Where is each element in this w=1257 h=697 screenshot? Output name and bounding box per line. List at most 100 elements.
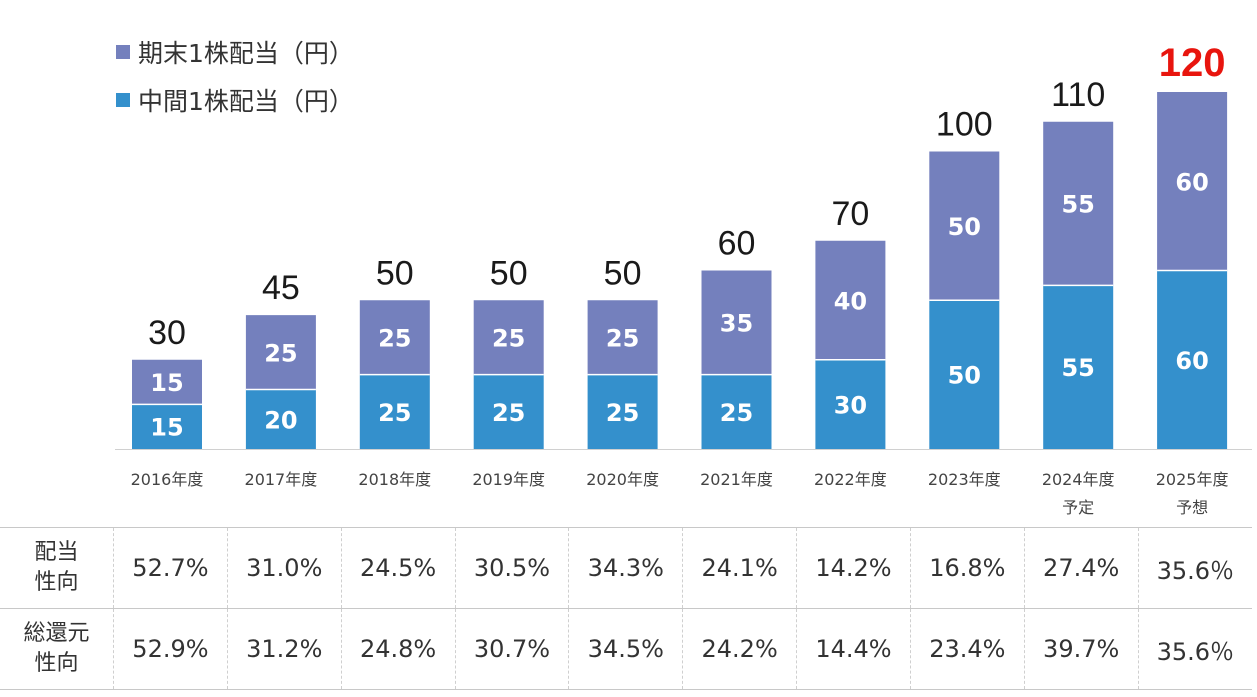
table-cell: 52.9% xyxy=(113,608,228,690)
bar-segment-mid xyxy=(1157,270,1228,449)
table-cell: 31.0% xyxy=(226,527,342,609)
data-label-total: 45 xyxy=(262,269,300,307)
data-label-total: 60 xyxy=(718,225,756,263)
table-cell: 34.5% xyxy=(568,608,683,690)
x-tick-label: 2022年度 xyxy=(794,466,906,494)
data-label-end: 25 xyxy=(378,324,411,352)
table-cell: 39.7% xyxy=(1023,608,1139,690)
data-label-end: 15 xyxy=(150,369,183,397)
table-cell: 30.5% xyxy=(454,527,569,609)
table-cell: 24.5% xyxy=(340,527,456,609)
x-tick-label-line: 2024年度 xyxy=(1041,470,1115,489)
x-tick-label: 2025年度 予想 xyxy=(1136,466,1248,522)
data-label-mid: 25 xyxy=(606,399,639,427)
x-tick-label-line: 2020年度 xyxy=(586,470,659,489)
data-label-total: 100 xyxy=(936,106,993,144)
legend-item-end: 期末1株配当（円） xyxy=(116,34,354,70)
bar-segment-end xyxy=(701,270,772,375)
row-header-payout-ratio: 配当 性向 xyxy=(0,527,114,609)
legend-item-mid: 中間1株配当（円） xyxy=(116,82,354,118)
x-tick-label-line: 2019年度 xyxy=(472,470,546,489)
legend-swatch-mid xyxy=(116,93,130,107)
legend-label-mid: 中間1株配当（円） xyxy=(138,87,354,116)
bar-segment-mid xyxy=(132,404,202,449)
table-cell: 24.1% xyxy=(682,527,797,609)
data-label-total: 120 xyxy=(1159,41,1226,85)
payout-ratio-table: 配当 性向 52.7% 31.0% 24.5% 30.5% 34.3% 24.1… xyxy=(0,527,1252,690)
table-row-payout-ratio: 配当 性向 52.7% 31.0% 24.5% 30.5% 34.3% 24.1… xyxy=(0,527,1252,609)
data-label-total: 70 xyxy=(831,195,869,233)
table-cell: 30.7% xyxy=(454,608,569,690)
data-label-total: 50 xyxy=(376,254,414,292)
x-tick-label-line: 2017年度 xyxy=(244,470,318,489)
x-tick-label-line: 2025年度 xyxy=(1155,470,1229,489)
table-cell: 16.8% xyxy=(909,527,1025,609)
data-label-total: 50 xyxy=(604,254,642,292)
x-tick-label-line: 2018年度 xyxy=(358,470,432,489)
bar-segment-end xyxy=(473,300,544,375)
table-cell: 14.4% xyxy=(796,608,911,690)
x-tick-label-line: 2021年度 xyxy=(700,470,773,489)
table-cell: 24.8% xyxy=(340,608,456,690)
data-label-mid: 25 xyxy=(492,399,525,427)
data-label-end: 40 xyxy=(834,287,867,315)
bar-segment-end xyxy=(929,151,1000,301)
legend-swatch-end xyxy=(116,45,130,59)
data-label-total: 50 xyxy=(490,254,528,292)
table-cell: 24.2% xyxy=(682,608,797,690)
data-label-end: 25 xyxy=(264,339,297,367)
x-tick-label: 2018年度 xyxy=(339,466,451,494)
row-header-total-return-ratio: 総還元 性向 xyxy=(0,608,114,690)
x-tick-label-line: 2016年度 xyxy=(130,470,204,489)
x-tick-label-line: 2022年度 xyxy=(814,470,887,489)
data-label-end: 25 xyxy=(492,324,525,352)
bar-segment-end xyxy=(1043,121,1114,286)
table-cell: 31.2% xyxy=(226,608,342,690)
x-tick-label: 2023年度 xyxy=(908,466,1020,494)
table-cell: 34.3% xyxy=(568,527,683,609)
table-row-total-return-ratio: 総還元 性向 52.9% 31.2% 24.8% 30.7% 34.5% 24.… xyxy=(0,608,1252,690)
x-tick-label: 2024年度 予定 xyxy=(1022,466,1134,522)
x-tick-label: 2019年度 xyxy=(453,466,565,494)
table-cell: 27.4% xyxy=(1023,527,1139,609)
bar-segment-end xyxy=(245,315,316,390)
data-label-end: 25 xyxy=(606,324,639,352)
table-cell: 35.6％ xyxy=(1137,527,1252,609)
bar-segment-end xyxy=(587,300,658,375)
data-label-mid: 25 xyxy=(378,399,411,427)
bar-segment-mid xyxy=(701,374,772,449)
x-tick-label: 2021年度 xyxy=(681,466,793,494)
table-cell: 23.4% xyxy=(909,608,1025,690)
bar-segment-end xyxy=(1157,92,1228,271)
bar-segment-mid xyxy=(245,389,316,449)
table-cell: 14.2% xyxy=(796,527,911,609)
data-label-end: 50 xyxy=(948,213,981,241)
data-label-end: 35 xyxy=(720,310,753,338)
table-cell: 35.6％ xyxy=(1137,608,1252,690)
bar-segment-end xyxy=(359,300,430,375)
bar-segment-mid xyxy=(587,374,658,449)
bar-segment-end xyxy=(132,359,202,405)
table-cell: 52.7% xyxy=(113,527,228,609)
data-label-end: 55 xyxy=(1061,191,1094,219)
x-tick-label-line: 2023年度 xyxy=(927,470,1001,489)
x-tick-label-line: 予想 xyxy=(1176,498,1209,517)
bar-segment-mid xyxy=(815,359,886,449)
data-label-mid: 55 xyxy=(1061,354,1094,382)
bar-segment-mid xyxy=(929,300,1000,449)
data-label-end: 60 xyxy=(1175,168,1208,196)
dividend-stacked-bar-chart: 15 15 30 20 25 45 25 25 50 25 25 50 25 25 50 25 35 60 30 40… xyxy=(115,41,1252,450)
bar-segment-end xyxy=(815,240,886,360)
x-tick-label: 2016年度 xyxy=(111,466,223,494)
x-tick-label: 2017年度 xyxy=(225,466,337,494)
data-label-mid: 30 xyxy=(834,391,867,419)
bar-segment-mid xyxy=(1043,285,1114,449)
x-tick-label-line: 予定 xyxy=(1062,498,1095,517)
data-label-total: 30 xyxy=(148,314,186,352)
data-label-mid: 50 xyxy=(948,362,981,390)
bar-segment-mid xyxy=(359,374,430,449)
data-label-mid: 20 xyxy=(264,406,297,434)
data-label-mid: 25 xyxy=(720,399,753,427)
legend-label-end: 期末1株配当（円） xyxy=(138,39,354,68)
data-label-mid: 60 xyxy=(1175,347,1208,375)
